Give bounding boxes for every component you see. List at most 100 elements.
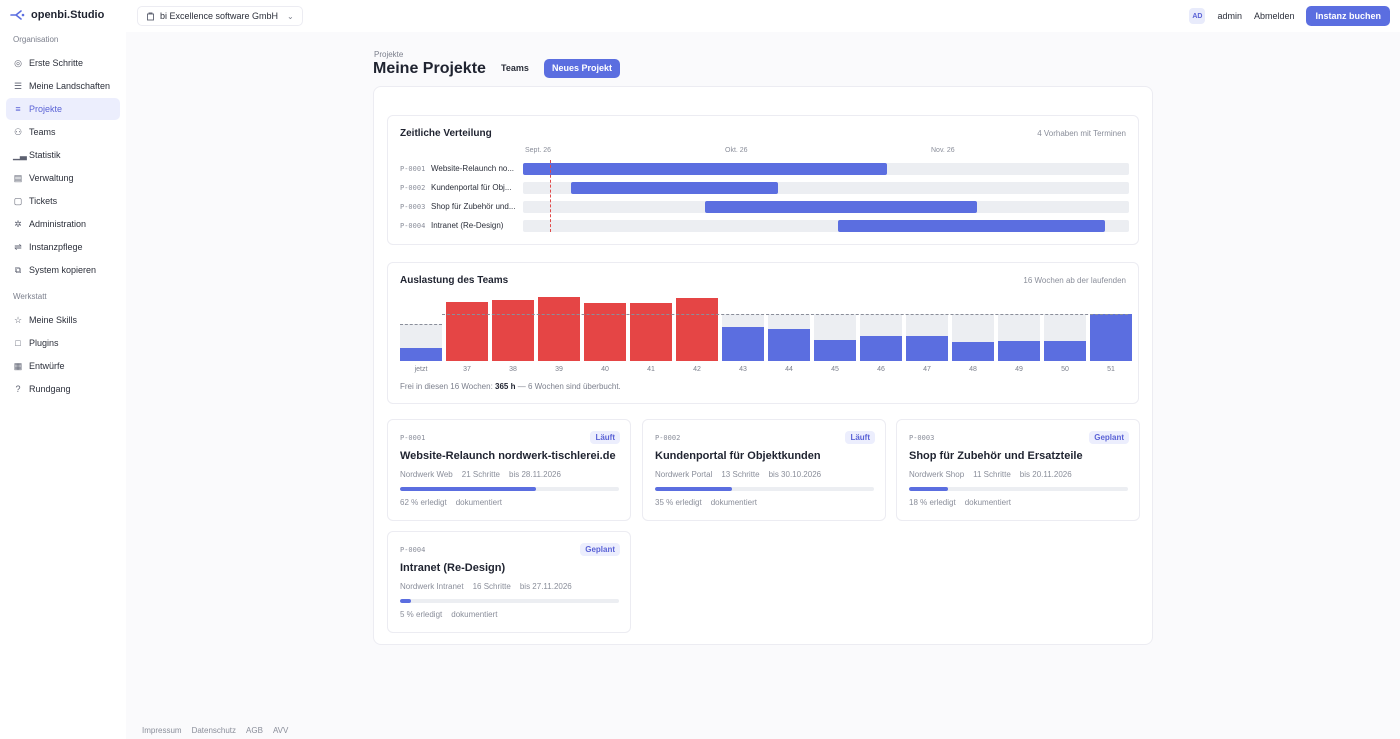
project-footer: 18 % erledigt dokumentiert [909, 498, 1011, 507]
load-bar[interactable] [400, 348, 442, 361]
user-name[interactable]: admin [1217, 11, 1242, 21]
timeline-row-id: P-0003 [400, 203, 426, 211]
progress-fill [909, 487, 949, 491]
load-week-label: 37 [463, 366, 471, 373]
sidebar-item-verwaltung[interactable]: ▤ Verwaltung [6, 167, 120, 189]
load-week-label: 45 [831, 366, 839, 373]
timeline-bar[interactable] [571, 182, 778, 194]
load-bar[interactable] [492, 299, 534, 361]
progress-bar [400, 487, 619, 491]
sidebar-item-meine-skills[interactable]: ☆ Meine Skills [6, 309, 120, 331]
load-bar[interactable] [906, 336, 948, 361]
project-title[interactable]: Shop für Zubehör und Ersatzteile [909, 450, 1083, 462]
project-id: P-0004 [400, 546, 426, 554]
sidebar-item-label: Meine Skills [29, 315, 78, 325]
timeline-row-name[interactable]: Website-Relaunch no... [431, 164, 515, 173]
sidebar-item-system-kopieren[interactable]: ⧉ System kopieren [6, 259, 120, 281]
load-bar[interactable] [722, 327, 764, 361]
project-done: 35 % erledigt [655, 498, 702, 507]
load-week-label: 41 [647, 366, 655, 373]
sidebar-item-plugins[interactable]: □ Plugins [6, 332, 120, 354]
sidebar-item-label: Entwürfe [29, 361, 65, 371]
load-week-label: 50 [1061, 366, 1069, 373]
project-card[interactable]: P-0004 Geplant Intranet (Re-Design) Nordwer… [387, 531, 631, 633]
load-bar[interactable] [998, 341, 1040, 361]
load-bar[interactable] [860, 336, 902, 361]
project-steps: 21 Schritte [461, 470, 501, 479]
project-documented: dokumentiert [964, 498, 1011, 507]
footer-link-impressum[interactable]: Impressum [142, 726, 182, 735]
sidebar-item-label: Instanzpflege [29, 242, 83, 252]
project-documented: dokumentiert [451, 610, 498, 619]
timeline-row-name[interactable]: Kundenportal für Obj... [431, 183, 512, 192]
page-title: Meine Projekte [373, 60, 486, 77]
avatar[interactable]: AD [1189, 8, 1206, 24]
tab-teams[interactable]: Teams [501, 63, 529, 73]
timeline-row-id: P-0004 [400, 222, 426, 230]
load-bar[interactable] [538, 297, 580, 361]
project-card[interactable]: P-0003 Geplant Shop für Zubehör und Ersatz… [896, 419, 1140, 521]
load-bar[interactable] [814, 339, 856, 361]
project-id: P-0001 [400, 434, 426, 442]
sidebar-item-teams[interactable]: ⚇ Teams [6, 121, 120, 143]
logout-button[interactable]: Abmelden [1253, 11, 1295, 21]
project-steps: 16 Schritte [472, 582, 511, 591]
sidebar-item-instanzpflege[interactable]: ⇌ Instanzpflege [6, 236, 120, 258]
status-badge: Geplant [1089, 431, 1129, 444]
sidebar-item-erste-schritte[interactable]: ◎ Erste Schritte [6, 52, 120, 74]
sidebar-item-administration[interactable]: ✲ Administration [6, 213, 120, 235]
load-bar[interactable] [676, 297, 718, 361]
timeline-bar[interactable] [704, 201, 978, 213]
sidebar-item-tickets[interactable]: ▢ Tickets [6, 190, 120, 212]
load-bar[interactable] [446, 302, 488, 361]
footer-link-agb[interactable]: AGB [246, 726, 263, 735]
sidebar-item-rundgang[interactable]: ? Rundgang [6, 378, 120, 400]
load-bar[interactable] [1090, 314, 1132, 361]
project-landscape: Nordwerk Portal [655, 470, 713, 479]
project-meta: Nordwerk Shop 11 Schritte bis 20.11.2026 [909, 470, 1072, 479]
load-bar[interactable] [630, 302, 672, 361]
sidebar-item-entwuerfe[interactable]: ▦ Entwürfe [6, 355, 120, 377]
load-bar[interactable] [1044, 340, 1086, 361]
sidebar-item-label: Meine Landschaften [29, 81, 111, 91]
sidebar-section-werkstatt: Werkstatt [13, 292, 47, 301]
timeline-bar[interactable] [523, 163, 887, 175]
footer-link-datenschutz[interactable]: Datenschutz [191, 726, 237, 735]
timeline-title: Zeitliche Verteilung [400, 128, 492, 139]
draft-icon: ▦ [13, 360, 23, 371]
team-load-footer-suffix: — 6 Wochen sind überbucht. [517, 382, 621, 391]
project-title[interactable]: Website-Relaunch nordwerk-tischlerei.de [400, 450, 616, 462]
chat-icon: ▢ [13, 195, 23, 206]
team-load-panel: Auslastung des Teams 16 Wochen ab der la… [387, 262, 1139, 404]
brand-logo[interactable]: openbi.Studio [10, 9, 104, 21]
new-project-button[interactable]: Neues Projekt [544, 59, 621, 78]
footer-link-avv[interactable]: AVV [272, 726, 289, 735]
layers-icon: ☰ [13, 80, 23, 91]
project-done: 5 % erledigt [400, 610, 443, 619]
sidebar-item-label: Verwaltung [29, 173, 74, 183]
timeline-row-name[interactable]: Intranet (Re-Design) [431, 221, 504, 230]
project-card[interactable]: P-0002 Läuft Kundenportal für Objektkunden… [642, 419, 886, 521]
load-bar[interactable] [768, 329, 810, 361]
project-title[interactable]: Intranet (Re-Design) [400, 562, 506, 574]
project-card[interactable]: P-0001 Läuft Website-Relaunch nordwerk-tis… [387, 419, 631, 521]
brand-mark-icon [10, 10, 25, 20]
sidebar-item-label: Teams [29, 127, 56, 137]
star-icon: ☆ [13, 314, 23, 325]
sidebar-item-projekte[interactable]: ≡ Projekte [6, 98, 120, 120]
load-week-label: 44 [785, 366, 793, 373]
timeline-row-name[interactable]: Shop für Zubehör und... [431, 202, 516, 211]
breadcrumb[interactable]: Projekte [374, 50, 404, 59]
load-bar[interactable] [952, 341, 994, 361]
sidebar-section-organisation: Organisation [13, 35, 59, 44]
sidebar-item-label: Erste Schritte [29, 58, 84, 68]
timeline-bar[interactable] [838, 220, 1105, 232]
project-title[interactable]: Kundenportal für Objektkunden [655, 450, 821, 462]
sidebar-item-label: System kopieren [29, 265, 97, 275]
sidebar-item-statistik[interactable]: ▁▃ Statistik [6, 144, 120, 166]
timeline-row-id: P-0001 [400, 165, 426, 173]
sidebar-item-meine-landschaften[interactable]: ☰ Meine Landschaften [6, 75, 120, 97]
organization-select[interactable]: bi Excellence software GmbH ⌄ [137, 6, 303, 26]
load-bar[interactable] [584, 302, 626, 361]
book-instance-button[interactable]: Instanz buchen [1306, 6, 1390, 26]
